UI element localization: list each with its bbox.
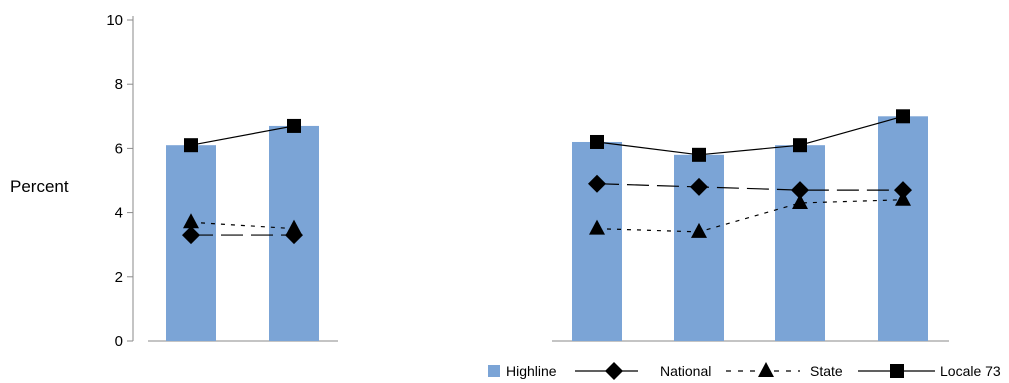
bar-highline — [878, 116, 928, 341]
y-axis-label: Percent — [10, 177, 69, 196]
y-tick-label: 2 — [115, 269, 123, 286]
bar-highline — [572, 141, 622, 341]
y-tick-label: 0 — [115, 333, 123, 350]
legend-label: Highline — [506, 363, 557, 379]
y-tick-label: 6 — [115, 140, 123, 157]
triangle-marker — [286, 219, 302, 235]
square-marker — [184, 138, 198, 153]
diamond-marker — [894, 181, 912, 200]
y-tick-label: 4 — [115, 205, 123, 222]
legend-label: State — [810, 363, 843, 379]
line-state — [596, 199, 904, 233]
triangle-marker — [758, 362, 774, 377]
series-lines — [190, 115, 904, 236]
diamond-marker — [690, 177, 708, 196]
triangle-marker — [589, 219, 605, 235]
line-locale-73 — [190, 125, 295, 146]
square-marker — [590, 134, 604, 149]
square-marker — [793, 138, 807, 153]
y-tick-label: 8 — [115, 76, 123, 93]
legend: Highline National State Locale 73 — [488, 362, 1001, 380]
triangle-marker — [792, 193, 808, 209]
line-state — [190, 221, 295, 230]
square-marker — [890, 364, 904, 378]
diamond-marker — [182, 226, 200, 245]
series-markers — [182, 109, 912, 245]
bar-highline — [775, 145, 825, 341]
square-marker — [692, 147, 706, 162]
legend-label: Locale 73 — [940, 363, 1001, 379]
diamond-marker — [791, 181, 809, 200]
diamond-marker — [588, 174, 606, 193]
line-national — [596, 183, 903, 191]
triangle-marker — [895, 190, 911, 206]
diamond-marker — [605, 362, 623, 380]
triangle-marker — [183, 213, 199, 229]
square-marker — [896, 109, 910, 124]
square-marker — [287, 118, 301, 133]
y-tick-label: 10 — [106, 12, 123, 29]
legend-label: National — [660, 363, 711, 379]
legend-swatch-highline — [488, 365, 500, 377]
bars — [166, 116, 928, 342]
triangle-marker — [691, 222, 707, 238]
line-locale-73 — [596, 115, 904, 156]
